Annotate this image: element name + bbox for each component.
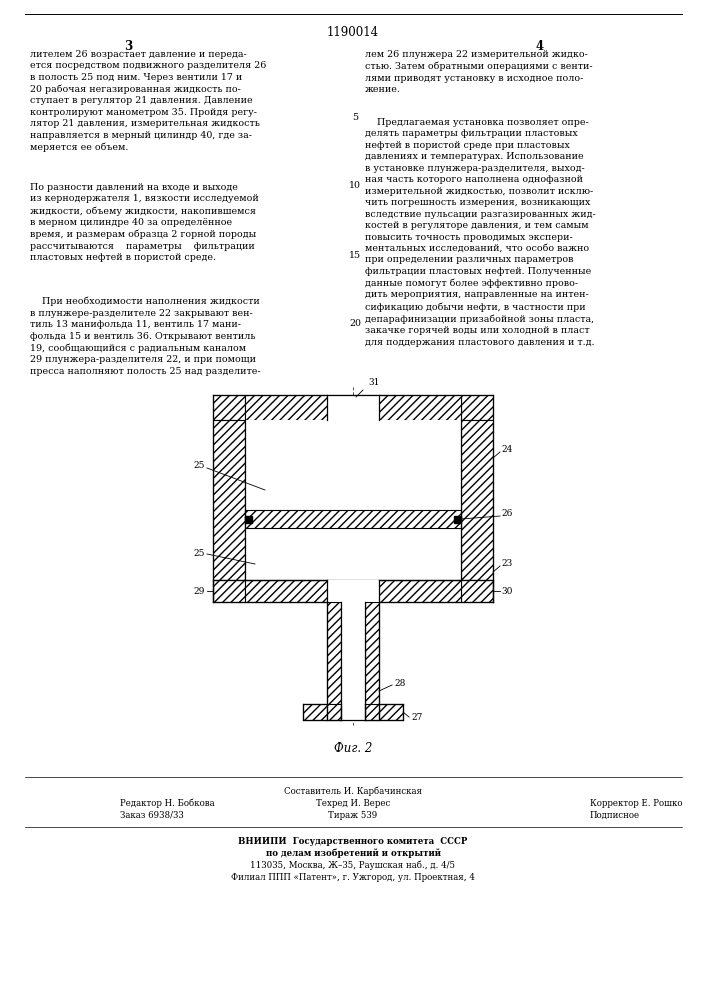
- Text: 3: 3: [124, 40, 132, 53]
- Bar: [245, 510, 461, 528]
- Bar: [303, 704, 327, 720]
- Text: 1190014: 1190014: [327, 26, 379, 39]
- Text: 5: 5: [352, 113, 358, 122]
- Text: 15: 15: [349, 250, 361, 259]
- Text: Предлагаемая установка позволяет опре-
делять параметры фильтрации пластовых
неф: Предлагаемая установка позволяет опре- д…: [365, 118, 596, 347]
- Text: Заказ 6938/33: Заказ 6938/33: [120, 811, 184, 820]
- Bar: [327, 704, 341, 720]
- Text: 24: 24: [501, 446, 513, 454]
- Bar: [245, 420, 461, 510]
- Text: 20: 20: [349, 318, 361, 328]
- Text: 28: 28: [394, 678, 405, 688]
- Bar: [213, 420, 245, 580]
- Bar: [245, 516, 252, 523]
- Text: Редактор Н. Бобкова: Редактор Н. Бобкова: [120, 799, 215, 808]
- Text: 10: 10: [349, 182, 361, 190]
- Bar: [461, 580, 493, 602]
- Text: При необходимости наполнения жидкости
в плунжере-разделителе 22 закрывают вен-
т: При необходимости наполнения жидкости в …: [30, 297, 261, 376]
- Text: 23: 23: [501, 560, 513, 568]
- Bar: [245, 395, 461, 420]
- Text: 27: 27: [411, 712, 422, 722]
- Bar: [461, 395, 493, 420]
- Bar: [327, 395, 379, 420]
- Bar: [365, 704, 379, 720]
- Text: 29: 29: [194, 586, 205, 595]
- Bar: [341, 602, 365, 720]
- Text: Техред И. Верес: Техред И. Верес: [316, 799, 390, 808]
- Text: по делам изобретений и открытий: по делам изобретений и открытий: [266, 849, 440, 858]
- Bar: [461, 420, 493, 580]
- Text: 30: 30: [501, 586, 513, 595]
- Text: 31: 31: [368, 378, 380, 387]
- Text: лителем 26 возрастает давление и переда-
ется посредством подвижного разделителя: лителем 26 возрастает давление и переда-…: [30, 50, 267, 152]
- Text: Составитель И. Карбачинская: Составитель И. Карбачинская: [284, 787, 422, 796]
- Text: По разности давлений на входе и выходе
из кернодержателя 1, вязкости исследуемой: По разности давлений на входе и выходе и…: [30, 183, 259, 262]
- Text: 4: 4: [536, 40, 544, 53]
- Bar: [454, 516, 461, 523]
- Text: 25: 25: [194, 460, 205, 470]
- Bar: [365, 602, 379, 720]
- Bar: [379, 704, 403, 720]
- Bar: [341, 704, 365, 720]
- Text: лем 26 плунжера 22 измерительной жидко-
стью. Затем обратными операциями с венти: лем 26 плунжера 22 измерительной жидко- …: [365, 50, 592, 94]
- Bar: [245, 528, 461, 580]
- Text: Подписное: Подписное: [590, 811, 640, 820]
- Text: 113035, Москва, Ж–35, Раушская наб., д. 4/5: 113035, Москва, Ж–35, Раушская наб., д. …: [250, 861, 455, 870]
- Bar: [213, 580, 245, 602]
- Text: Корректор Е. Рошко: Корректор Е. Рошко: [590, 799, 682, 808]
- Bar: [327, 580, 379, 602]
- Text: 26: 26: [501, 510, 513, 518]
- Text: ВНИИПИ  Государственного комитета  СССР: ВНИИПИ Государственного комитета СССР: [238, 837, 468, 846]
- Text: Филиал ППП «Патент», г. Ужгород, ул. Проектная, 4: Филиал ППП «Патент», г. Ужгород, ул. Про…: [231, 873, 475, 882]
- Text: Фиг. 2: Фиг. 2: [334, 742, 372, 755]
- Bar: [245, 580, 461, 602]
- Text: 25: 25: [194, 550, 205, 558]
- Bar: [327, 602, 341, 720]
- Bar: [213, 395, 245, 420]
- Text: Тираж 539: Тираж 539: [328, 811, 378, 820]
